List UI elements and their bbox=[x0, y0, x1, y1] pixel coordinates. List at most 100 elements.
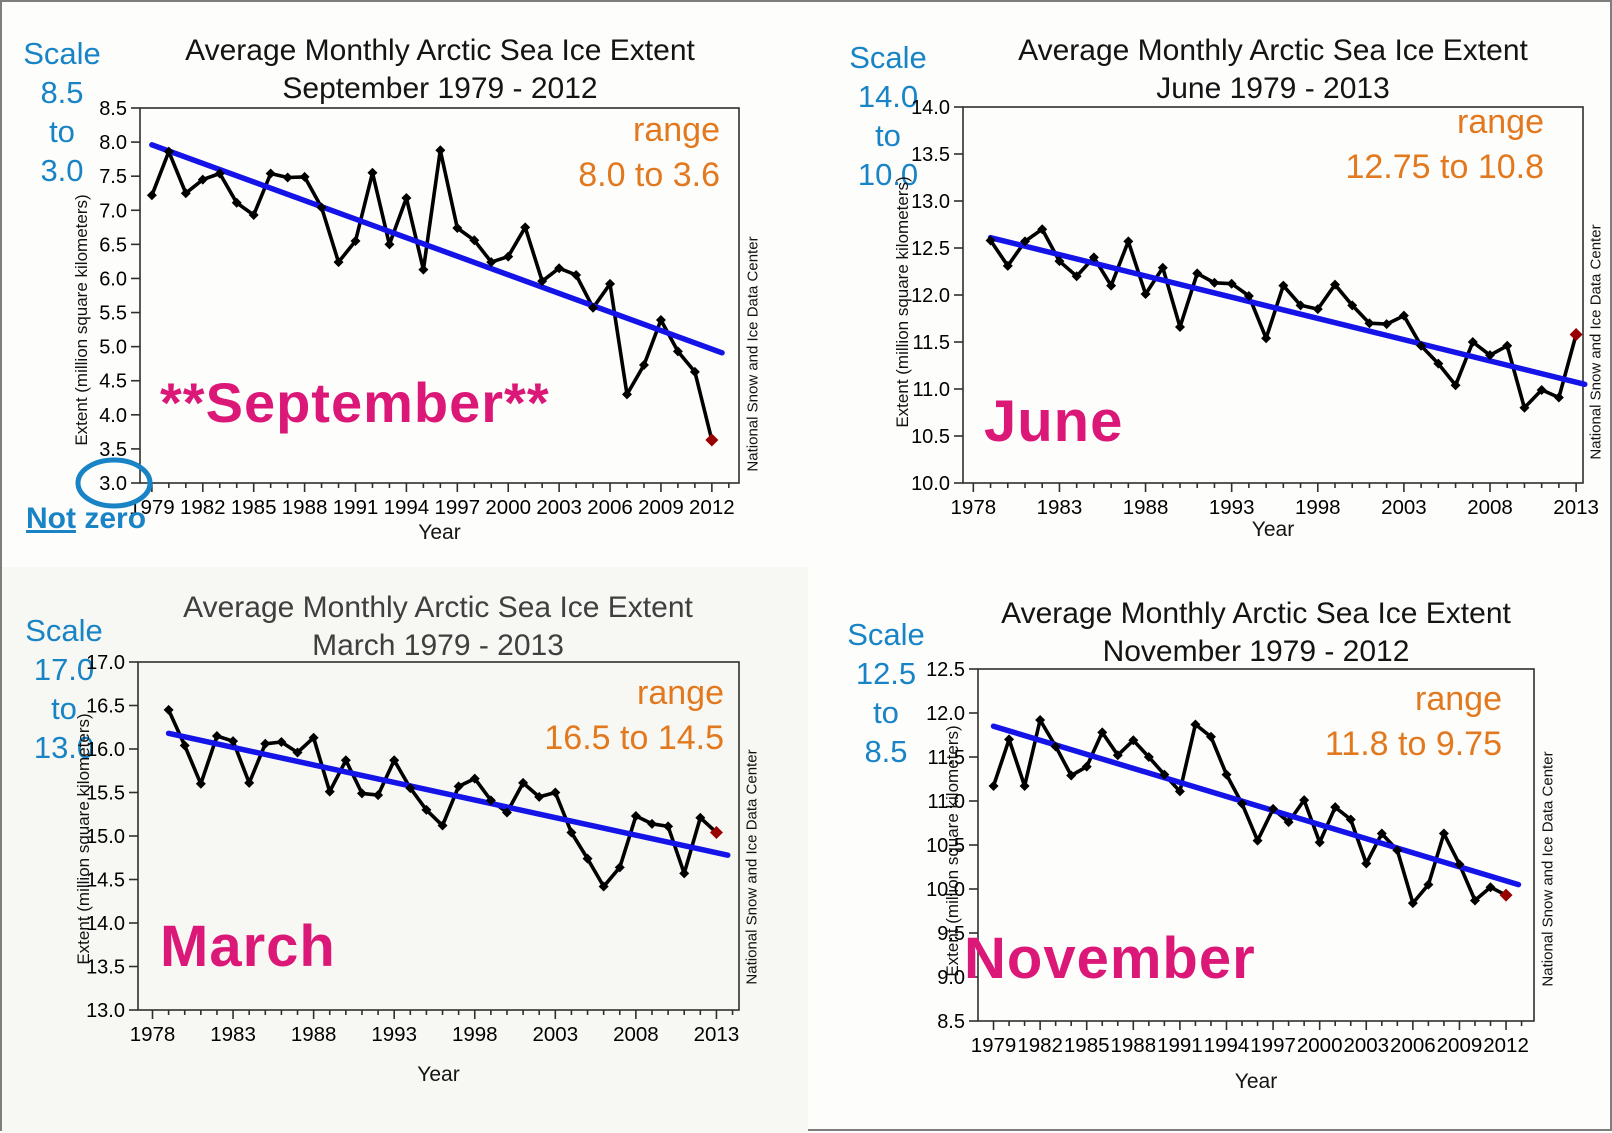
y-tick-label: 14.5 bbox=[86, 870, 125, 892]
y-tick-label: 7.0 bbox=[99, 200, 127, 222]
y-tick-label: 17.0 bbox=[86, 652, 125, 674]
x-tick-label: 2009 bbox=[1437, 1034, 1483, 1057]
x-axis-label: Year bbox=[1251, 518, 1295, 541]
data-point-marker bbox=[566, 827, 577, 838]
x-tick-label: 1983 bbox=[210, 1023, 256, 1046]
scale-from: 17.0 bbox=[33, 652, 95, 687]
y-tick-label: 10.0 bbox=[926, 879, 965, 901]
data-point-marker bbox=[1299, 795, 1310, 806]
y-tick-label: 10.5 bbox=[911, 426, 950, 448]
data-point-marker bbox=[1097, 727, 1108, 738]
scale-connector: to bbox=[49, 114, 75, 149]
data-point-marker bbox=[1438, 828, 1449, 839]
data-point-marker bbox=[197, 174, 208, 185]
x-tick-label: 1985 bbox=[1064, 1034, 1110, 1057]
x-tick-label: 1991 bbox=[1157, 1034, 1203, 1057]
data-point-marker bbox=[260, 738, 271, 749]
data-point-marker bbox=[614, 862, 625, 873]
y-tick-label: 12.0 bbox=[911, 285, 950, 307]
y-tick-label: 9.0 bbox=[937, 967, 965, 989]
range-annotation: range 11.8 to 9.75 bbox=[1325, 677, 1502, 767]
data-point-marker bbox=[1159, 769, 1170, 780]
range-word: range bbox=[1457, 103, 1544, 141]
credit-text: National Snow and Ice Data Center bbox=[1587, 224, 1605, 460]
x-tick-label: 2003 bbox=[536, 496, 582, 519]
x-tick-label: 1994 bbox=[1204, 1034, 1250, 1057]
data-point-marker bbox=[1081, 761, 1092, 772]
data-point-marker bbox=[588, 302, 599, 313]
chart-title-line1: Average Monthly Arctic Sea Ice Extent bbox=[1018, 34, 1528, 67]
data-point-marker bbox=[518, 777, 529, 788]
data-point-marker bbox=[179, 740, 190, 751]
data-point-marker bbox=[1536, 384, 1547, 395]
scale-from: 14.0 bbox=[857, 79, 919, 114]
data-series-line bbox=[166, 709, 718, 889]
data-point-marker bbox=[276, 737, 287, 748]
x-tick-label: 1978 bbox=[951, 496, 997, 519]
data-point-marker bbox=[1088, 252, 1099, 263]
data-point-marker bbox=[1312, 304, 1323, 315]
data-point-marker bbox=[520, 222, 531, 233]
data-point-marker bbox=[469, 235, 480, 246]
x-tick-label: 1988 bbox=[1123, 496, 1169, 519]
month-label: November bbox=[964, 926, 1256, 991]
data-point-marker bbox=[1157, 262, 1168, 273]
data-point-marker bbox=[1268, 803, 1279, 814]
y-tick-label: 4.5 bbox=[99, 371, 127, 393]
x-tick-label: 2012 bbox=[1483, 1034, 1529, 1057]
data-point-marker bbox=[1112, 750, 1123, 761]
chart-title-line2: September 1979 - 2012 bbox=[282, 72, 598, 105]
y-tick-label: 3.5 bbox=[99, 439, 127, 461]
final-data-point-marker bbox=[709, 826, 723, 840]
x-tick-label: 1979 bbox=[129, 496, 175, 519]
data-point-marker bbox=[1502, 340, 1513, 351]
month-label: June bbox=[984, 389, 1124, 454]
range-values: 8.0 to 3.6 bbox=[578, 156, 720, 194]
x-tick-label: 2013 bbox=[1553, 496, 1599, 519]
data-point-marker bbox=[308, 732, 319, 743]
data-point-marker bbox=[1237, 798, 1248, 809]
data-point-marker bbox=[469, 773, 480, 784]
x-tick-label: 2013 bbox=[694, 1023, 740, 1046]
data-point-marker bbox=[146, 190, 157, 201]
data-point-marker bbox=[1345, 814, 1356, 825]
scale-annotation: Scale 14.0 to 10.0 bbox=[836, 38, 940, 194]
chart-panel-june: Scale 14.0 to 10.0 Average Monthly Arcti… bbox=[808, 2, 1612, 567]
range-annotation: range 16.5 to 14.5 bbox=[544, 671, 724, 761]
data-point-marker bbox=[486, 257, 497, 268]
x-axis-label: Year bbox=[417, 1063, 460, 1086]
x-axis-label: Year bbox=[1234, 1070, 1278, 1093]
data-point-marker bbox=[324, 786, 335, 797]
x-tick-label: 2000 bbox=[1297, 1034, 1343, 1057]
data-point-marker bbox=[163, 704, 174, 715]
data-point-marker bbox=[1243, 290, 1254, 301]
data-point-marker bbox=[1423, 879, 1434, 890]
x-tick-label: 2008 bbox=[613, 1023, 659, 1046]
y-tick-label: 10.0 bbox=[911, 473, 950, 495]
x-tick-label: 1998 bbox=[452, 1023, 498, 1046]
x-tick-label: 1993 bbox=[371, 1023, 417, 1046]
x-tick-label: 1998 bbox=[1295, 496, 1341, 519]
data-point-marker bbox=[1381, 319, 1392, 330]
data-point-marker bbox=[1054, 256, 1065, 267]
data-point-marker bbox=[1066, 770, 1077, 781]
data-point-marker bbox=[622, 389, 633, 400]
y-tick-label: 13.0 bbox=[911, 191, 950, 213]
trend-line bbox=[165, 730, 731, 858]
y-tick-label: 13.5 bbox=[911, 144, 950, 166]
range-annotation: range 12.75 to 10.8 bbox=[1345, 100, 1544, 190]
data-point-marker bbox=[1433, 358, 1444, 369]
y-tick-label: 6.5 bbox=[99, 234, 127, 256]
x-tick-label: 2003 bbox=[1381, 496, 1427, 519]
y-tick-label: 12.0 bbox=[926, 703, 965, 725]
data-point-marker bbox=[1209, 277, 1220, 288]
x-tick-label: 1991 bbox=[333, 496, 379, 519]
chart-title-line1: Average Monthly Arctic Sea Ice Extent bbox=[1001, 597, 1511, 630]
x-tick-label: 1988 bbox=[1111, 1034, 1157, 1057]
data-point-marker bbox=[1140, 289, 1151, 300]
chart-title: Average Monthly Arctic Sea Ice Extent Se… bbox=[130, 32, 750, 108]
data-point-marker bbox=[405, 783, 416, 794]
chart-title-line1: Average Monthly Arctic Sea Ice Extent bbox=[185, 34, 695, 67]
data-point-marker bbox=[1123, 236, 1134, 247]
